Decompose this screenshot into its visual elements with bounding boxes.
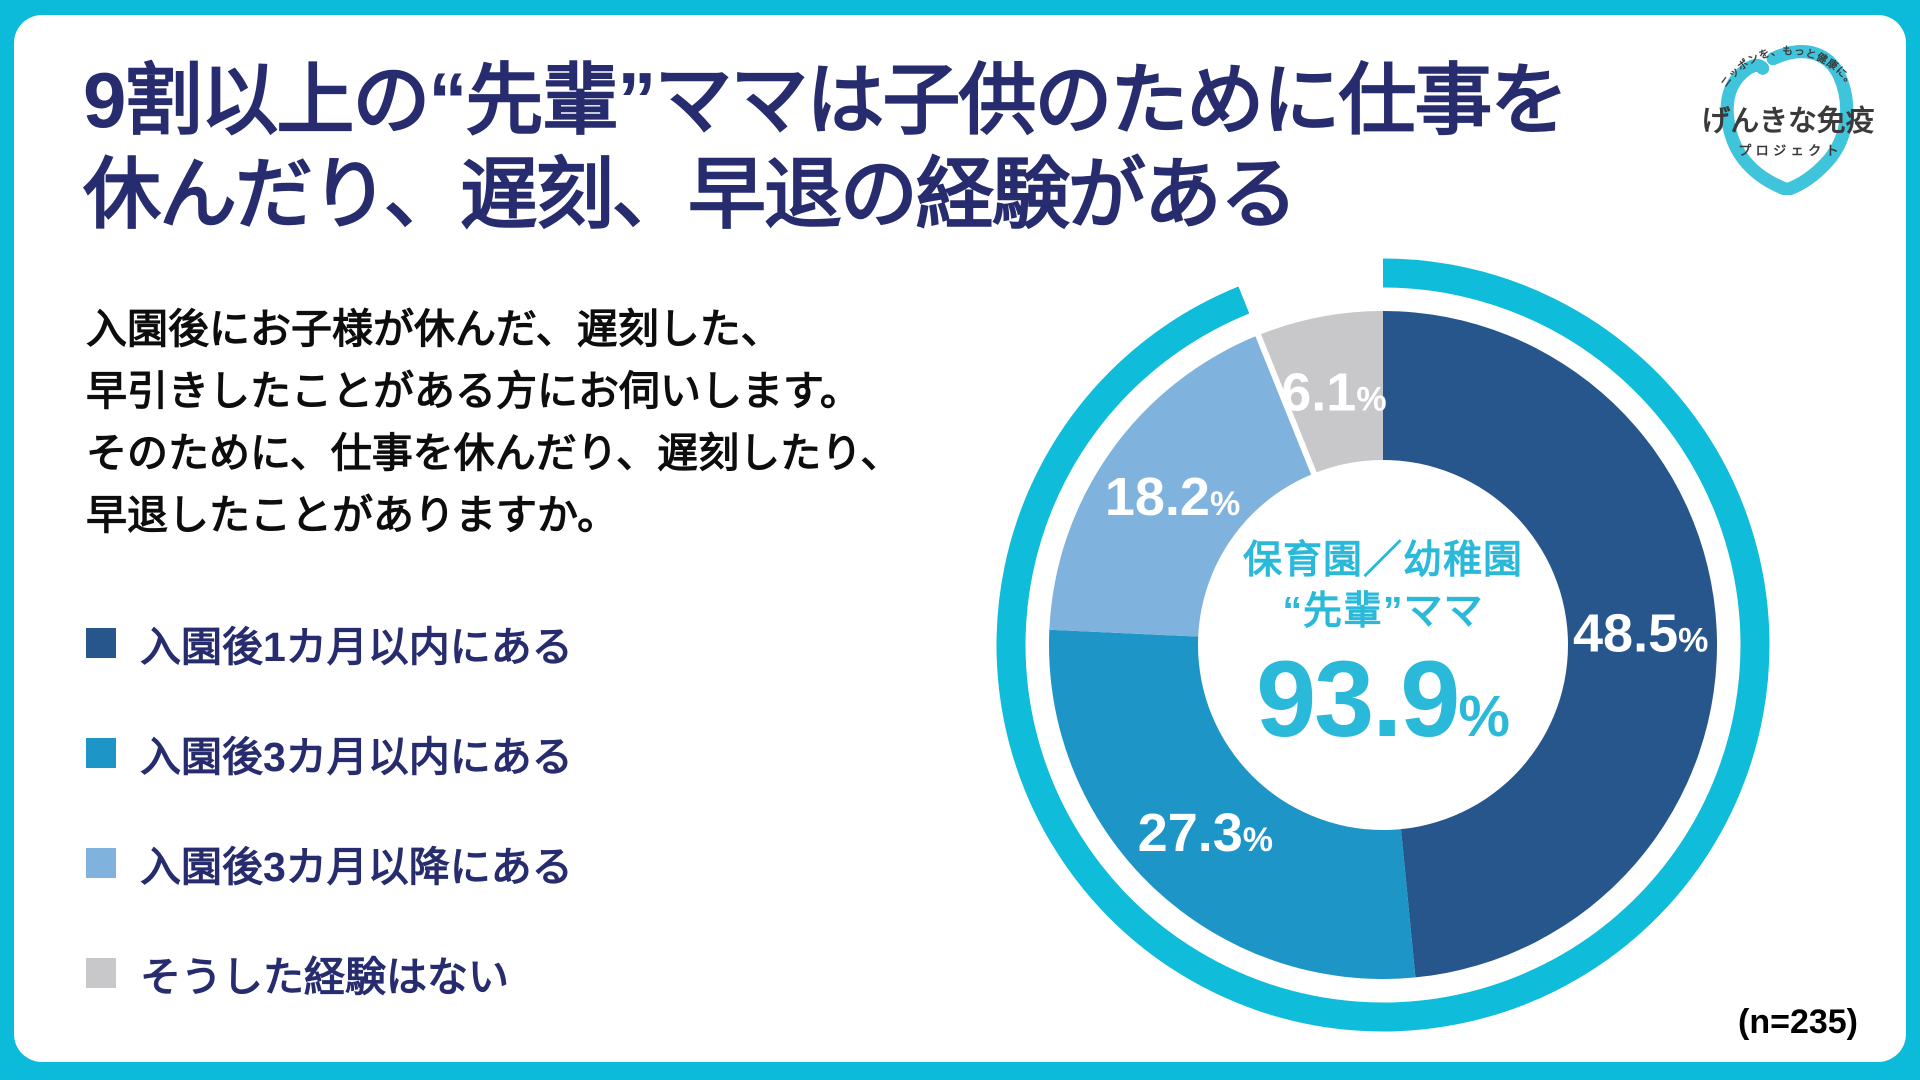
content-panel: 9割以上の“先輩”ママは子供のために仕事を 休んだり、遅刻、早退の経験がある 入… [14, 15, 1906, 1062]
slice-percent-label: 6.1% [1281, 363, 1386, 423]
logo-svg: ニッポンを、もっと健康に。 げんきな免疫 プロジェクト [1702, 45, 1875, 197]
survey-question: 入園後にお子様が休んだ、遅刻した、 早引きしたことがある方にお伺いします。 その… [86, 298, 902, 546]
legend-swatch-icon [86, 848, 116, 878]
survey-question-line: 早退したことがありますか。 [86, 492, 619, 538]
legend-item: 入園後1カ月以内にある [86, 619, 573, 670]
slice-percent-label: 18.2% [1105, 467, 1240, 527]
highlight-ring [996, 258, 1770, 1032]
logo-shield-icon [1720, 45, 1854, 197]
legend-label: 入園後3カ月以内にある [140, 734, 573, 780]
page-title-line2: 休んだり、遅刻、早退の経験がある [83, 150, 1298, 238]
logo-name: げんきな免疫 [1702, 104, 1875, 137]
slice-percent-label: 27.3% [1138, 803, 1273, 863]
project-logo: ニッポンを、もっと健康に。 げんきな免疫 プロジェクト [1696, 29, 1880, 197]
chart-legend: 入園後1カ月以内にある 入園後3カ月以内にある 入園後3カ月以降にある そうした… [86, 619, 573, 1000]
page-title: 9割以上の“先輩”ママは子供のために仕事を 休んだり、遅刻、早退の経験がある [83, 53, 1568, 241]
legend-label: 入園後3カ月以降にある [140, 844, 573, 890]
legend-label: 入園後1カ月以内にある [140, 624, 573, 670]
legend-item: 入園後3カ月以降にある [86, 839, 573, 890]
logo-subname: プロジェクト [1738, 143, 1843, 158]
donut-hole [1198, 460, 1568, 830]
survey-question-line: 入園後にお子様が休んだ、遅刻した、 [86, 306, 782, 352]
donut-chart-svg: 48.5% 27.3% 18.2% 6.1% [996, 258, 1770, 1032]
legend-label: そうした経験はない [140, 954, 509, 1000]
sample-size-note: (n=235) [1738, 1003, 1858, 1041]
survey-question-line: 早引きしたことがある方にお伺いします。 [86, 368, 861, 414]
slice-percent-label: 48.5% [1573, 603, 1708, 663]
page-title-line1: 9割以上の“先輩”ママは子供のために仕事を [83, 56, 1568, 144]
donut-chart: 48.5% 27.3% 18.2% 6.1% 保育園／幼稚園 “先輩”ママ 93.9% [988, 250, 1778, 1040]
legend-swatch-icon [86, 958, 116, 988]
legend-swatch-icon [86, 738, 116, 768]
legend-item: 入園後3カ月以内にある [86, 729, 573, 780]
survey-question-line: そのために、仕事を休んだり、遅刻したり、 [86, 430, 902, 476]
legend-swatch-icon [86, 628, 116, 658]
legend-item: そうした経験はない [86, 949, 573, 1000]
